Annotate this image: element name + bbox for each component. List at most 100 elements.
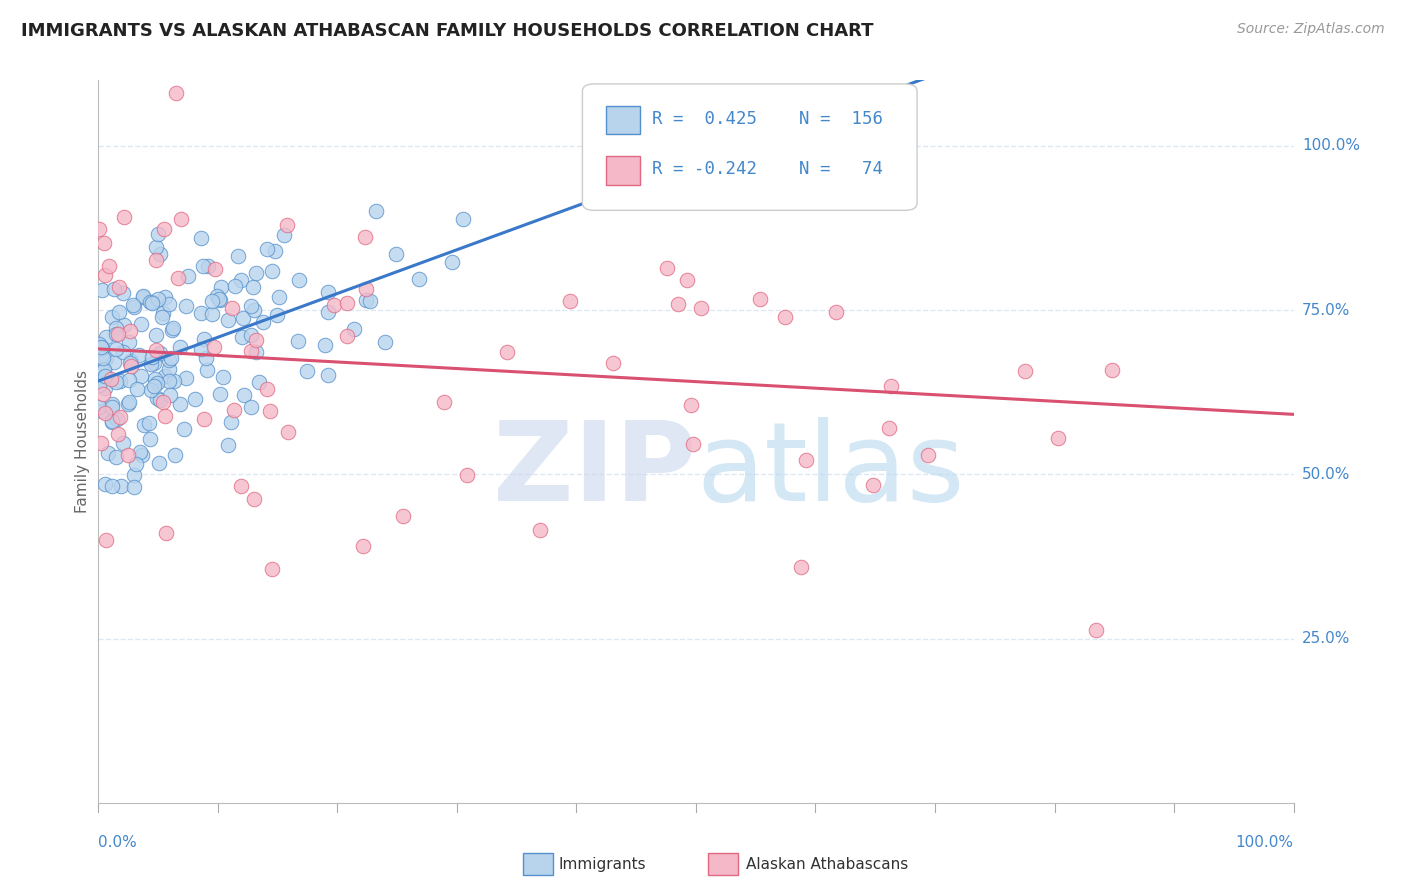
Point — [232, 311, 254, 326]
Point — [263, 244, 285, 258]
Point — [110, 478, 132, 492]
Point — [143, 372, 166, 386]
Point — [159, 374, 181, 388]
Text: 75.0%: 75.0% — [1302, 302, 1350, 318]
Point — [193, 412, 215, 426]
Text: ZIP: ZIP — [492, 417, 696, 524]
Point — [103, 354, 125, 368]
Point — [356, 282, 378, 296]
Point — [90, 340, 112, 354]
Point — [247, 376, 270, 390]
Point — [146, 292, 169, 306]
Point — [336, 329, 359, 343]
Point — [239, 344, 262, 359]
Text: 100.0%: 100.0% — [1302, 138, 1360, 153]
Point — [146, 391, 169, 405]
Point — [90, 435, 112, 450]
Text: Alaskan Athabascans: Alaskan Athabascans — [747, 856, 908, 871]
Point — [141, 351, 163, 365]
Point — [145, 239, 167, 253]
Point — [105, 326, 128, 341]
Point — [177, 269, 200, 284]
Point — [91, 341, 114, 355]
Point — [208, 293, 231, 307]
Point — [118, 373, 141, 387]
Point — [201, 294, 224, 309]
Point — [142, 355, 165, 369]
Point — [408, 272, 430, 286]
Point — [94, 381, 117, 395]
Point — [228, 249, 250, 263]
Text: Immigrants: Immigrants — [558, 856, 647, 871]
Point — [87, 337, 110, 351]
FancyBboxPatch shape — [523, 854, 553, 875]
Point — [112, 210, 135, 224]
Point — [209, 280, 232, 294]
Point — [276, 218, 298, 232]
Point — [117, 397, 139, 411]
Text: IMMIGRANTS VS ALASKAN ATHABASCAN FAMILY HOUSEHOLDS CORRELATION CHART: IMMIGRANTS VS ALASKAN ATHABASCAN FAMILY … — [21, 22, 873, 40]
Point — [100, 397, 122, 411]
Point — [245, 334, 267, 348]
Point — [160, 351, 183, 366]
Point — [149, 346, 172, 360]
Point — [124, 300, 146, 314]
Point — [146, 376, 169, 390]
Point — [141, 295, 163, 310]
Point — [152, 306, 174, 320]
Point — [783, 165, 806, 179]
Point — [655, 260, 678, 275]
Point — [90, 283, 112, 297]
Point — [125, 382, 148, 396]
Point — [190, 230, 212, 244]
Point — [316, 285, 339, 300]
Point — [138, 432, 160, 446]
Point — [170, 212, 193, 227]
Point — [364, 204, 387, 219]
FancyBboxPatch shape — [606, 156, 640, 185]
Point — [108, 305, 131, 319]
Point — [229, 273, 252, 287]
Point — [87, 222, 110, 236]
Point — [107, 427, 129, 442]
Point — [1046, 431, 1069, 445]
Point — [118, 335, 141, 350]
Point — [256, 382, 278, 396]
Point — [97, 446, 120, 460]
Point — [267, 290, 290, 304]
Point — [825, 304, 848, 318]
Point — [217, 438, 239, 452]
Point — [163, 374, 186, 388]
Point — [205, 289, 228, 303]
Point — [208, 386, 231, 401]
Point — [259, 404, 281, 418]
Point — [690, 301, 713, 315]
Point — [682, 436, 704, 450]
Point — [145, 252, 167, 267]
Point — [231, 329, 253, 343]
Text: R =  0.425    N =  156: R = 0.425 N = 156 — [652, 110, 883, 128]
Point — [224, 403, 246, 417]
Y-axis label: Family Households: Family Households — [75, 370, 90, 513]
Point — [129, 445, 152, 459]
Point — [287, 273, 309, 287]
Point — [117, 448, 139, 462]
Point — [139, 383, 162, 397]
Point — [94, 477, 117, 491]
Point — [794, 453, 817, 467]
Point — [681, 398, 703, 412]
Point — [359, 294, 381, 309]
Point — [101, 415, 124, 429]
Point — [125, 458, 148, 472]
Point — [1084, 623, 1107, 637]
Point — [118, 395, 141, 409]
Point — [162, 320, 184, 334]
Point — [143, 378, 166, 392]
Point — [262, 562, 284, 576]
Point — [316, 305, 339, 319]
Point — [118, 324, 141, 338]
Point — [104, 342, 127, 356]
Point — [453, 211, 475, 226]
Point — [148, 456, 170, 470]
Point — [108, 280, 131, 294]
